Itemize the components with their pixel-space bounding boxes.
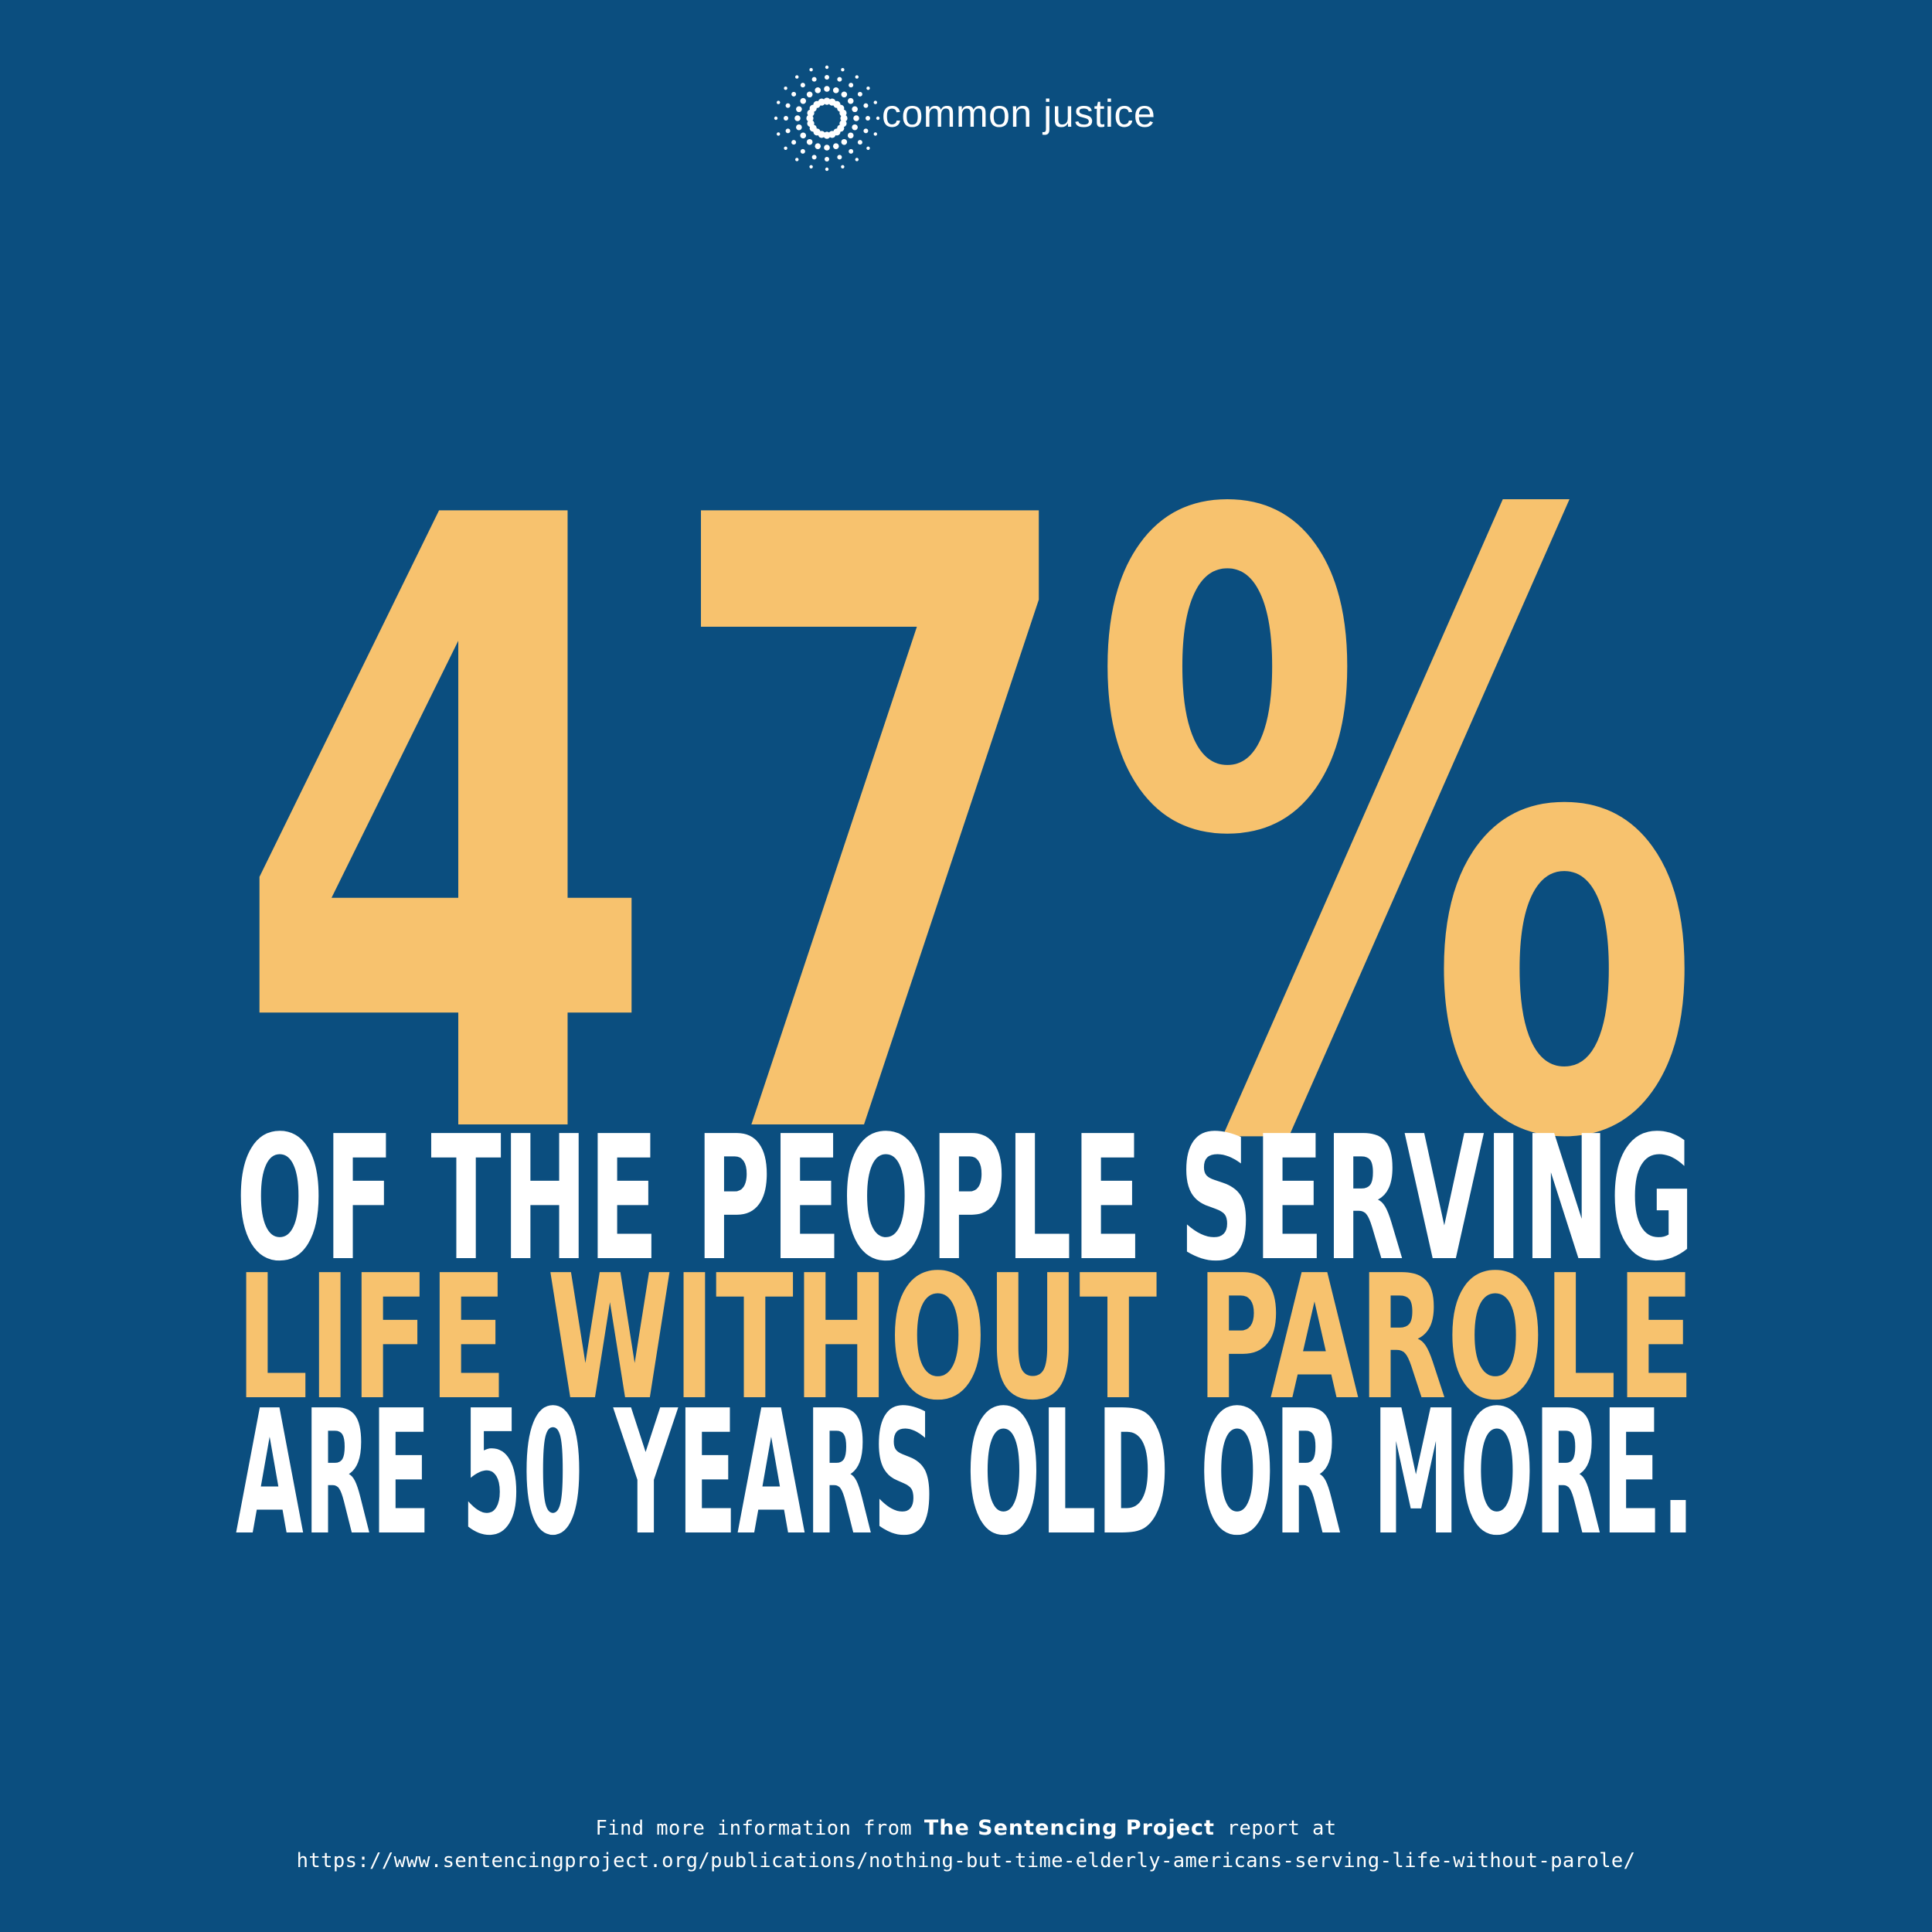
logo-dot [866,146,870,150]
logo-dot [796,106,802,113]
logo-dot [825,65,829,70]
brand-logo: common justice [769,60,1202,176]
logo-dot [809,165,813,168]
logo-dot [824,86,830,92]
logo-dot [841,138,848,145]
logo-dot [823,97,831,105]
logo-dot [815,87,821,94]
logo-dot [806,91,813,98]
headline-line-2: LIFE WITHOUT PAROLE [236,1239,1696,1438]
logo-dot [873,100,877,104]
logo-dot [857,91,862,97]
logo-dot [825,75,829,80]
logo-dot [785,128,791,134]
starburst-dots-icon [774,65,880,172]
logo-dot [774,116,778,121]
logo-dot [876,116,880,121]
logo-dot [852,106,858,113]
logo-dot [800,83,805,88]
logo-dot [852,124,858,131]
logo-dot [825,167,829,172]
logo-dot [809,68,813,72]
headline-line-3: ARE 50 YEARS OLD OR MORE. [236,1374,1696,1573]
logo-dot [818,98,825,106]
source-attribution: Find more information from The Sentencin… [0,1812,1932,1845]
logo-dot [828,131,836,138]
logo-dot [806,138,813,145]
logo-dot [807,120,815,128]
logo-dot [840,114,848,122]
logo-dot [855,158,859,162]
logo-dot [806,114,814,122]
logo-dot [832,143,839,149]
stat-value: 47% [232,343,1716,1324]
logo-dot [795,158,799,162]
logo-dot [863,103,869,108]
logo-dot [791,140,797,145]
logo-dot [841,165,845,168]
logo-dot [811,155,817,160]
source-suffix: report at [1214,1817,1337,1840]
logo-dot [791,91,797,97]
logo-dot [863,128,869,134]
logo-dot [825,157,829,162]
logo-dot [784,116,788,121]
logo-dot [796,124,802,131]
brand-name: common justice [882,92,1156,135]
logo-dot [784,146,787,150]
headline-line-1-text: OF THE PEOPLE SERVING [236,1100,1695,1299]
logo-dot [785,103,791,108]
logo-dot [784,87,787,90]
logo-dot [837,77,842,82]
source-url[interactable]: https://www.sentencingproject.org/public… [296,1849,1636,1872]
logo-dot [849,83,854,88]
logo-dot [847,132,854,139]
logo-dot [800,132,807,139]
source-name: The Sentencing Project [923,1816,1215,1840]
logo-dot [866,116,870,121]
source-prefix: Find more information from [595,1817,924,1840]
logo-dot [849,148,854,154]
logo-dot [800,148,805,154]
logo-dot [823,131,831,139]
logo-dot [795,75,799,79]
logo-dot [800,97,807,104]
logo-dot [841,68,845,72]
logo-dot [777,100,781,104]
source-footer: Find more information from The Sentencin… [0,1812,1932,1877]
headline-line-2-text: LIFE WITHOUT PAROLE [236,1239,1695,1438]
logo-dot [815,143,821,149]
stat-value-text: 47% [232,343,1704,1324]
logo-dot [794,115,801,121]
logo-dot [811,77,817,82]
logo-dot [832,87,839,94]
logo-dot [853,115,859,121]
logo-dot [841,91,848,98]
logo-dot [847,97,854,104]
logo-dot [824,145,830,151]
logo-dot [777,132,781,136]
logo-dot [837,155,842,160]
logo-dot [873,132,877,136]
logo-dot [866,87,870,90]
logo-dot [855,75,859,79]
logo-dot [839,109,847,117]
headline-line-3-text: ARE 50 YEARS OLD OR MORE. [236,1374,1695,1573]
logo-dot [857,140,862,145]
headline-line-1: OF THE PEOPLE SERVING [236,1100,1696,1299]
